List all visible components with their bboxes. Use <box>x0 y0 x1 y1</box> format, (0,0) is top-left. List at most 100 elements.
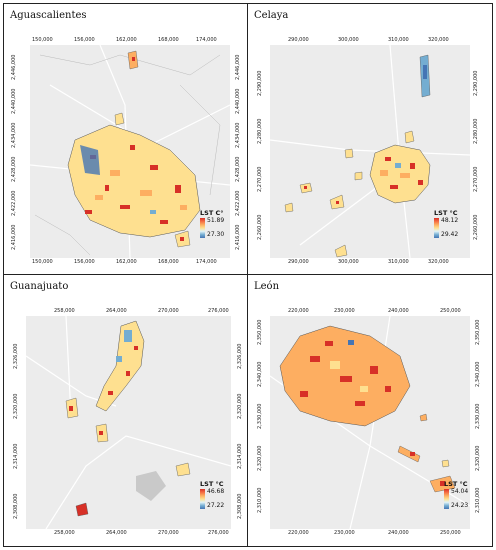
x-tick-top: 156,000 <box>74 37 95 43</box>
y-tick-left: 2,434,000 <box>11 122 17 148</box>
x-tick-top: 264,000 <box>106 308 127 314</box>
y-tick-right: 2,440,000 <box>235 88 241 114</box>
x-tick-top: 174,000 <box>196 37 217 43</box>
legend: LST °C 46.68 27.22 <box>200 480 224 509</box>
x-tick-bottom: 320,000 <box>428 259 449 265</box>
legend-title: LST °C <box>434 209 458 217</box>
legend-title: LST °C <box>200 480 224 488</box>
y-tick-left: 2,260,000 <box>257 214 263 240</box>
x-tick-top: 258,000 <box>54 308 75 314</box>
x-tick-top: 230,000 <box>334 308 355 314</box>
y-tick-right: 2,280,000 <box>473 118 479 144</box>
x-tick-bottom: 258,000 <box>54 530 75 536</box>
x-tick-bottom: 290,000 <box>288 259 309 265</box>
y-tick-left: 2,416,000 <box>11 224 17 250</box>
x-tick-bottom: 250,000 <box>440 530 461 536</box>
x-tick-bottom: 310,000 <box>388 259 409 265</box>
x-tick-top: 290,000 <box>288 37 309 43</box>
x-tick-bottom: 270,000 <box>158 530 179 536</box>
y-tick-left: 2,314,000 <box>13 443 19 469</box>
y-tick-left: 2,440,000 <box>11 88 17 114</box>
y-tick-right: 2,320,000 <box>475 445 481 471</box>
lst-map <box>30 45 230 258</box>
y-tick-right: 2,428,000 <box>235 156 241 182</box>
y-tick-left: 2,326,000 <box>13 343 19 369</box>
legend-colorbar <box>200 489 205 509</box>
y-tick-left: 2,308,000 <box>13 493 19 519</box>
panel-title: Aguascalientes <box>10 10 87 21</box>
y-tick-right: 2,308,000 <box>237 493 243 519</box>
y-tick-right: 2,326,000 <box>237 343 243 369</box>
y-tick-right: 2,330,000 <box>475 403 481 429</box>
x-tick-bottom: 276,000 <box>208 530 229 536</box>
y-tick-left: 2,310,000 <box>257 487 263 513</box>
y-tick-right: 2,270,000 <box>473 166 479 192</box>
lake <box>136 471 166 501</box>
legend-min: 29.42 <box>441 231 459 238</box>
panel-title: León <box>254 281 280 292</box>
panel-title: Celaya <box>254 10 289 21</box>
x-tick-bottom: 162,000 <box>116 259 137 265</box>
x-tick-top: 150,000 <box>32 37 53 43</box>
x-tick-bottom: 174,000 <box>196 259 217 265</box>
x-tick-top: 320,000 <box>428 37 449 43</box>
legend: LST °C 48.12 29.42 <box>434 209 458 238</box>
y-tick-left: 2,270,000 <box>257 166 263 192</box>
urban-area-main <box>95 320 145 412</box>
panel-aguascalientes: Aguascalientes 150,000 156,000 162,000 1… <box>4 4 247 274</box>
y-tick-right: 2,416,000 <box>235 224 241 250</box>
x-tick-bottom: 300,000 <box>338 259 359 265</box>
x-tick-top: 310,000 <box>388 37 409 43</box>
urban-area-main <box>67 124 201 238</box>
y-tick-right: 2,422,000 <box>235 190 241 216</box>
y-tick-left: 2,422,000 <box>11 190 17 216</box>
figure-frame <box>3 3 493 547</box>
y-tick-right: 2,434,000 <box>235 122 241 148</box>
panel-divider-vertical <box>247 3 248 547</box>
map-frame <box>30 45 230 258</box>
y-tick-right: 2,290,000 <box>473 70 479 96</box>
legend-colorbar <box>200 218 205 238</box>
y-tick-left: 2,350,000 <box>257 319 263 345</box>
y-tick-left: 2,446,000 <box>11 54 17 80</box>
x-tick-top: 162,000 <box>116 37 137 43</box>
map-frame <box>26 316 231 529</box>
x-tick-bottom: 264,000 <box>106 530 127 536</box>
lst-map <box>270 45 470 258</box>
y-tick-left: 2,428,000 <box>11 156 17 182</box>
legend-title: LST °C <box>444 480 468 488</box>
y-tick-right: 2,260,000 <box>473 214 479 240</box>
x-tick-bottom: 220,000 <box>288 530 309 536</box>
y-tick-right: 2,310,000 <box>475 487 481 513</box>
legend-min: 27.30 <box>207 231 225 238</box>
legend-max: 46.68 <box>207 488 225 495</box>
y-tick-left: 2,290,000 <box>257 70 263 96</box>
panel-divider-horizontal <box>3 274 493 275</box>
legend-colorbar <box>444 489 449 509</box>
y-tick-left: 2,340,000 <box>257 361 263 387</box>
y-tick-left: 2,330,000 <box>257 403 263 429</box>
x-tick-bottom: 168,000 <box>158 259 179 265</box>
y-tick-left: 2,320,000 <box>257 445 263 471</box>
y-tick-right: 2,340,000 <box>475 361 481 387</box>
y-tick-right: 2,320,000 <box>237 393 243 419</box>
cool-zone <box>80 145 100 175</box>
legend-max: 51.89 <box>207 217 225 224</box>
x-tick-top: 250,000 <box>440 308 461 314</box>
lst-map <box>270 316 470 529</box>
y-tick-right: 2,314,000 <box>237 443 243 469</box>
legend-max: 48.12 <box>441 217 459 224</box>
lst-map <box>26 316 231 529</box>
panel-celaya: Celaya 290,000 300,000 310,000 320,000 2… <box>248 4 491 274</box>
y-tick-left: 2,320,000 <box>13 393 19 419</box>
x-tick-top: 270,000 <box>158 308 179 314</box>
y-tick-right: 2,350,000 <box>475 319 481 345</box>
legend-title: LST C° <box>200 209 224 217</box>
x-tick-bottom: 240,000 <box>388 530 409 536</box>
panel-guanajuato: Guanajuato 258,000 264,000 270,000 276,0… <box>4 275 247 545</box>
legend-min: 27.22 <box>207 502 225 509</box>
x-tick-top: 168,000 <box>158 37 179 43</box>
panel-title: Guanajuato <box>10 281 69 292</box>
panel-leon: León 220,000 230,000 240,000 250,000 220… <box>248 275 491 545</box>
x-tick-top: 220,000 <box>288 308 309 314</box>
